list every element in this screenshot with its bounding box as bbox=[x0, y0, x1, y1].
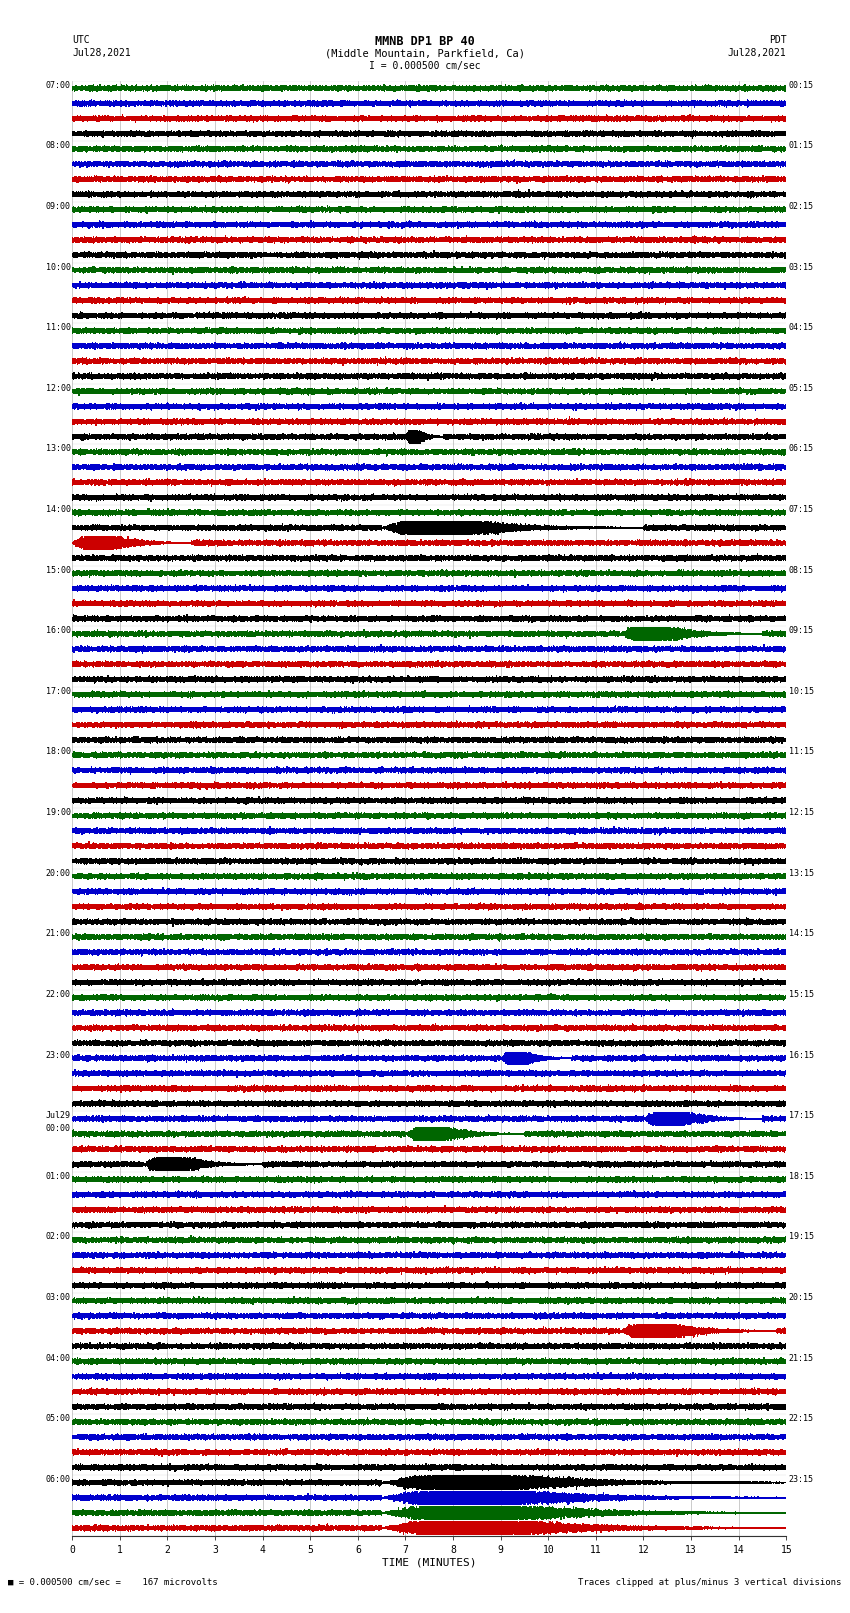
Text: Jul29: Jul29 bbox=[46, 1111, 71, 1119]
Text: 15:00: 15:00 bbox=[46, 566, 71, 574]
Text: 05:00: 05:00 bbox=[46, 1415, 71, 1423]
Text: 01:00: 01:00 bbox=[46, 1171, 71, 1181]
Text: 09:15: 09:15 bbox=[789, 626, 813, 636]
Text: Jul28,2021: Jul28,2021 bbox=[72, 48, 131, 58]
Text: 00:00: 00:00 bbox=[46, 1124, 71, 1132]
Text: 02:00: 02:00 bbox=[46, 1232, 71, 1242]
Text: 08:00: 08:00 bbox=[46, 142, 71, 150]
Text: 01:15: 01:15 bbox=[789, 142, 813, 150]
Text: 22:15: 22:15 bbox=[789, 1415, 813, 1423]
Text: 02:15: 02:15 bbox=[789, 202, 813, 211]
Text: 07:15: 07:15 bbox=[789, 505, 813, 515]
Text: 19:15: 19:15 bbox=[789, 1232, 813, 1242]
Text: 00:15: 00:15 bbox=[789, 81, 813, 90]
Text: Jul28,2021: Jul28,2021 bbox=[728, 48, 786, 58]
Text: 13:15: 13:15 bbox=[789, 869, 813, 877]
Text: 20:00: 20:00 bbox=[46, 869, 71, 877]
Text: 10:15: 10:15 bbox=[789, 687, 813, 695]
Text: I = 0.000500 cm/sec: I = 0.000500 cm/sec bbox=[369, 61, 481, 71]
Text: 18:00: 18:00 bbox=[46, 747, 71, 756]
Text: 12:15: 12:15 bbox=[789, 808, 813, 818]
Text: 11:00: 11:00 bbox=[46, 323, 71, 332]
Text: 22:00: 22:00 bbox=[46, 990, 71, 998]
Text: MMNB DP1 BP 40: MMNB DP1 BP 40 bbox=[375, 35, 475, 48]
Text: Traces clipped at plus/minus 3 vertical divisions: Traces clipped at plus/minus 3 vertical … bbox=[578, 1578, 842, 1587]
Text: 06:00: 06:00 bbox=[46, 1474, 71, 1484]
Text: 15:15: 15:15 bbox=[789, 990, 813, 998]
Text: 03:15: 03:15 bbox=[789, 263, 813, 271]
Text: UTC: UTC bbox=[72, 35, 90, 45]
Text: 18:15: 18:15 bbox=[789, 1171, 813, 1181]
Text: 06:15: 06:15 bbox=[789, 445, 813, 453]
Text: 08:15: 08:15 bbox=[789, 566, 813, 574]
Text: 19:00: 19:00 bbox=[46, 808, 71, 818]
Text: 10:00: 10:00 bbox=[46, 263, 71, 271]
Text: 12:00: 12:00 bbox=[46, 384, 71, 392]
X-axis label: TIME (MINUTES): TIME (MINUTES) bbox=[382, 1558, 477, 1568]
Text: 03:00: 03:00 bbox=[46, 1294, 71, 1302]
Text: 07:00: 07:00 bbox=[46, 81, 71, 90]
Text: 05:15: 05:15 bbox=[789, 384, 813, 392]
Text: 17:00: 17:00 bbox=[46, 687, 71, 695]
Text: 14:00: 14:00 bbox=[46, 505, 71, 515]
Text: 09:00: 09:00 bbox=[46, 202, 71, 211]
Text: 21:00: 21:00 bbox=[46, 929, 71, 939]
Text: (Middle Mountain, Parkfield, Ca): (Middle Mountain, Parkfield, Ca) bbox=[325, 48, 525, 58]
Text: 21:15: 21:15 bbox=[789, 1353, 813, 1363]
Text: 23:00: 23:00 bbox=[46, 1050, 71, 1060]
Text: 11:15: 11:15 bbox=[789, 747, 813, 756]
Text: 14:15: 14:15 bbox=[789, 929, 813, 939]
Text: 13:00: 13:00 bbox=[46, 445, 71, 453]
Text: 16:00: 16:00 bbox=[46, 626, 71, 636]
Text: PDT: PDT bbox=[768, 35, 786, 45]
Text: 04:15: 04:15 bbox=[789, 323, 813, 332]
Text: 23:15: 23:15 bbox=[789, 1474, 813, 1484]
Text: ■ = 0.000500 cm/sec =    167 microvolts: ■ = 0.000500 cm/sec = 167 microvolts bbox=[8, 1578, 218, 1587]
Text: 20:15: 20:15 bbox=[789, 1294, 813, 1302]
Text: 17:15: 17:15 bbox=[789, 1111, 813, 1119]
Text: 16:15: 16:15 bbox=[789, 1050, 813, 1060]
Text: 04:00: 04:00 bbox=[46, 1353, 71, 1363]
